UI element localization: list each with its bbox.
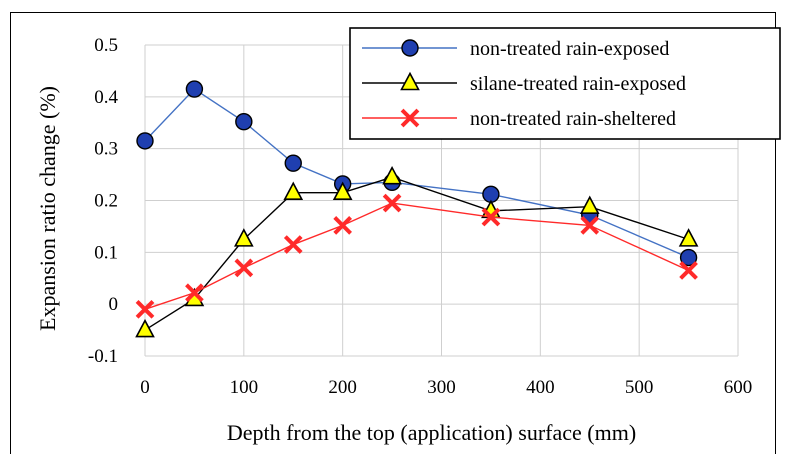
x-tick-label: 500 (625, 377, 654, 398)
grid (144, 44, 739, 357)
legend-marker (400, 71, 420, 91)
data-point (679, 261, 698, 280)
data-point (283, 181, 304, 201)
data-point (580, 216, 600, 235)
data-point (235, 113, 253, 131)
x-tick-label: 600 (724, 377, 753, 398)
x-tick-label: 0 (140, 377, 150, 398)
legend-marker (401, 39, 419, 57)
y-tick-label: 0.5 (94, 35, 118, 56)
legend: non-treated rain-exposed silane-treated r… (349, 27, 781, 140)
data-point (234, 258, 254, 278)
data-point (333, 216, 352, 235)
legend-entry: non-treated rain-exposed (470, 38, 669, 60)
data-point (185, 283, 204, 303)
y-axis-label: Expansion ratio change (%) (35, 86, 60, 331)
data-point (481, 207, 501, 227)
data-point (284, 154, 302, 172)
data-point (283, 235, 303, 254)
legend-entry: silane-treated rain-exposed (470, 73, 686, 95)
x-axis-label: Depth from the top (application) surface… (227, 420, 636, 445)
y-tick-label: 0.1 (94, 242, 118, 263)
series-3 (135, 193, 698, 319)
y-tick-label: 0 (109, 294, 119, 315)
y-tick-label: 0.2 (94, 191, 118, 212)
x-tick-label: 100 (230, 377, 259, 398)
data-point (332, 181, 353, 201)
x-tick-label: 300 (427, 377, 456, 398)
data-point (234, 228, 254, 247)
series-line (144, 202, 689, 311)
legend-entry: non-treated rain-sheltered (470, 108, 676, 130)
data-point (678, 228, 699, 247)
y-tick-labels: -0.1 0 0.1 0.2 0.3 0.4 0.5 (88, 35, 119, 367)
x-tick-label: 400 (526, 377, 555, 398)
legend-marker (400, 108, 420, 128)
y-tick-label: -0.1 (88, 346, 118, 367)
data-point (579, 195, 600, 215)
y-tick-label: 0.3 (94, 139, 118, 160)
x-tick-label: 200 (328, 377, 357, 398)
data-point (679, 248, 698, 267)
series (135, 80, 699, 338)
data-point (185, 80, 204, 98)
data-point (135, 300, 155, 319)
data-point (135, 318, 155, 338)
data-point (382, 193, 402, 213)
x-tick-labels: 0 100 200 300 400 500 600 (140, 377, 752, 398)
data-point (136, 132, 154, 150)
data-point (382, 165, 402, 185)
y-tick-label: 0.4 (94, 87, 118, 108)
